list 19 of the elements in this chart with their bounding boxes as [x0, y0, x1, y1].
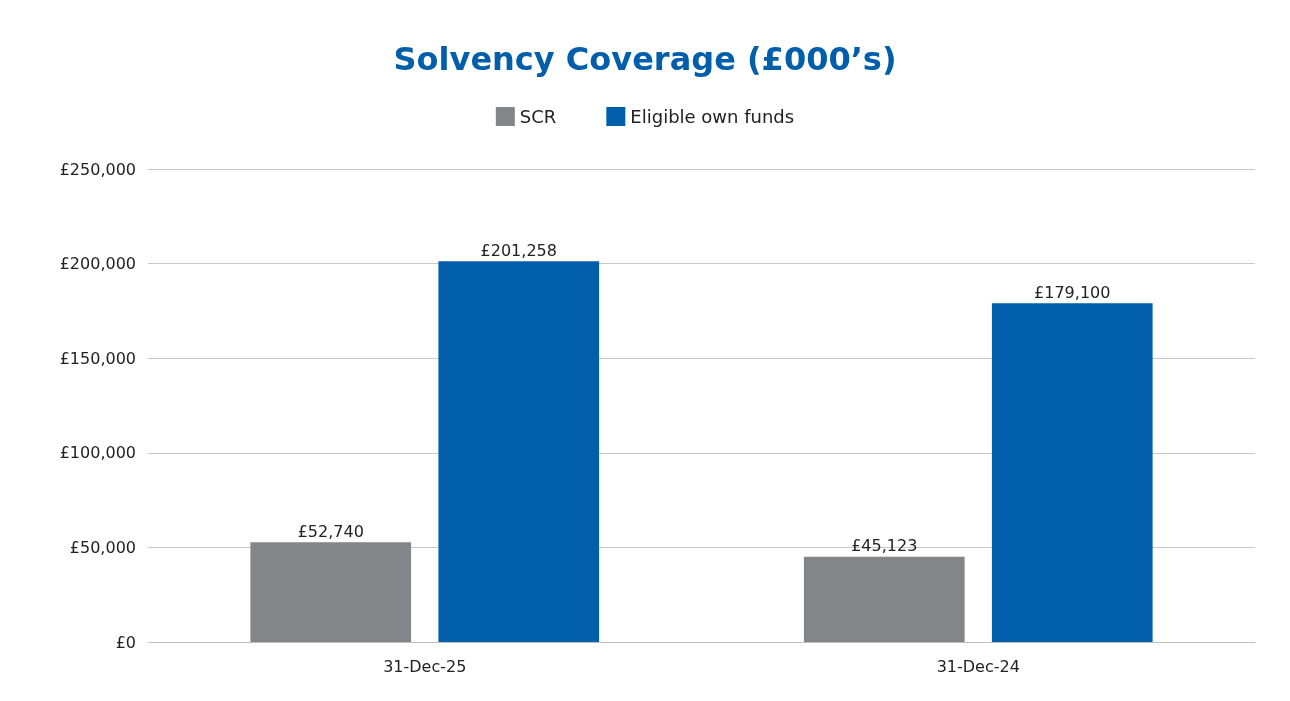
bar [991, 303, 1153, 642]
y-tick-label: £250,000 [59, 159, 136, 179]
bar [803, 556, 965, 642]
data-label: £179,100 [1034, 282, 1111, 302]
x-tick-label: 31-Dec-24 [936, 656, 1020, 676]
x-tick-label: 31-Dec-25 [383, 656, 467, 676]
y-tick-label: £100,000 [59, 443, 136, 463]
legend-label: Eligible own funds [630, 106, 795, 127]
data-label: £201,258 [480, 240, 557, 260]
bar [250, 542, 412, 642]
y-tick-label: £50,000 [69, 537, 136, 557]
legend-label: SCR [519, 106, 557, 127]
y-tick-label: £150,000 [59, 348, 136, 368]
data-label: £52,740 [297, 521, 364, 541]
bar [438, 261, 600, 642]
y-tick-label: £200,000 [59, 254, 136, 274]
data-label: £45,123 [851, 536, 918, 556]
chart-title: Solvency Coverage (£000’s) [393, 40, 897, 78]
y-tick-label: £0 [115, 632, 136, 652]
